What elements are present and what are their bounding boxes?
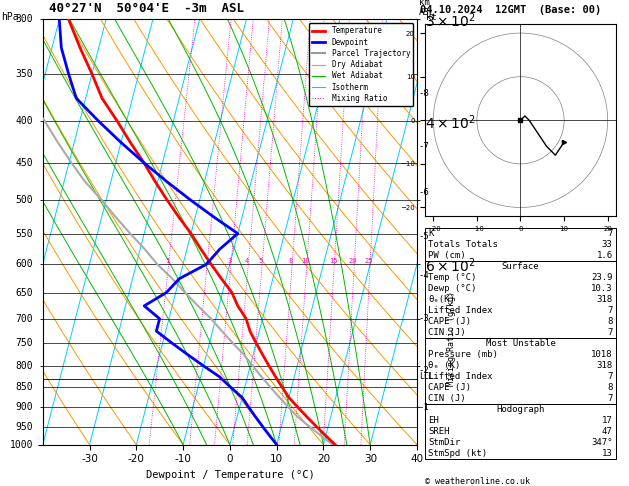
Text: 800: 800: [16, 361, 33, 371]
Text: 2: 2: [204, 258, 208, 264]
Text: θₑ(K): θₑ(K): [428, 295, 455, 304]
Text: 500: 500: [16, 195, 33, 205]
Text: 13: 13: [602, 449, 613, 458]
Text: 10.3: 10.3: [591, 284, 613, 294]
Text: 8: 8: [607, 383, 613, 392]
Text: 15: 15: [329, 258, 337, 264]
Text: 650: 650: [16, 288, 33, 297]
Text: 700: 700: [16, 313, 33, 324]
Text: 850: 850: [16, 382, 33, 392]
Text: 1.6: 1.6: [596, 251, 613, 260]
Text: Temp (°C): Temp (°C): [428, 274, 477, 282]
Text: 7: 7: [607, 229, 613, 239]
Legend: Temperature, Dewpoint, Parcel Trajectory, Dry Adiabat, Wet Adiabat, Isotherm, Mi: Temperature, Dewpoint, Parcel Trajectory…: [309, 23, 413, 106]
Text: 3: 3: [228, 258, 232, 264]
Text: 550: 550: [16, 228, 33, 239]
Text: Lifted Index: Lifted Index: [428, 306, 493, 315]
Text: CAPE (J): CAPE (J): [428, 317, 471, 327]
Text: 17: 17: [602, 417, 613, 425]
Text: Lifted Index: Lifted Index: [428, 372, 493, 382]
Text: hPa: hPa: [1, 12, 19, 22]
Text: EH: EH: [428, 417, 439, 425]
Text: 20: 20: [348, 258, 357, 264]
Text: 10: 10: [301, 258, 310, 264]
Text: Dewp (°C): Dewp (°C): [428, 284, 477, 294]
Text: StmSpd (kt): StmSpd (kt): [428, 449, 487, 458]
Text: Mixing Ratio (g/kg): Mixing Ratio (g/kg): [447, 291, 456, 386]
Text: 600: 600: [16, 259, 33, 269]
Bar: [425, 338, 616, 404]
Text: 47: 47: [602, 427, 613, 436]
Text: K: K: [428, 229, 434, 239]
Text: Hodograph: Hodograph: [496, 405, 545, 414]
Text: 04.10.2024  12GMT  (Base: 00): 04.10.2024 12GMT (Base: 00): [420, 4, 601, 15]
Text: -2: -2: [419, 366, 430, 375]
Text: -4: -4: [419, 271, 430, 280]
Text: -8: -8: [419, 89, 430, 98]
Text: © weatheronline.co.uk: © weatheronline.co.uk: [425, 477, 530, 486]
Text: -5: -5: [419, 232, 430, 241]
Text: 7: 7: [607, 329, 613, 337]
Text: SREH: SREH: [428, 427, 450, 436]
Text: 1: 1: [165, 258, 170, 264]
Text: 950: 950: [16, 421, 33, 432]
Text: 400: 400: [16, 116, 33, 126]
Text: θₑ (K): θₑ (K): [428, 361, 460, 370]
Text: 750: 750: [16, 338, 33, 348]
Text: 900: 900: [16, 402, 33, 413]
Text: 450: 450: [16, 157, 33, 168]
Text: PW (cm): PW (cm): [428, 251, 466, 260]
X-axis label: Dewpoint / Temperature (°C): Dewpoint / Temperature (°C): [145, 470, 314, 480]
Text: 40°27'N  50°04'E  -3m  ASL: 40°27'N 50°04'E -3m ASL: [49, 1, 244, 15]
Text: 5: 5: [259, 258, 263, 264]
Text: CIN (J): CIN (J): [428, 394, 466, 403]
Text: 318: 318: [596, 295, 613, 304]
Text: 300: 300: [16, 15, 33, 24]
Text: 1000: 1000: [10, 440, 33, 450]
Text: -6: -6: [419, 188, 430, 197]
Text: CAPE (J): CAPE (J): [428, 383, 471, 392]
Text: 8: 8: [289, 258, 293, 264]
Text: Pressure (mb): Pressure (mb): [428, 350, 498, 359]
Bar: [425, 404, 616, 459]
Text: 7: 7: [607, 394, 613, 403]
Text: 347°: 347°: [591, 438, 613, 447]
Text: 7: 7: [607, 372, 613, 382]
Bar: [425, 261, 616, 338]
Text: Totals Totals: Totals Totals: [428, 241, 498, 249]
Text: kt: kt: [426, 14, 437, 22]
Text: km
ASL: km ASL: [419, 0, 435, 17]
Text: Most Unstable: Most Unstable: [486, 339, 555, 348]
Text: -7: -7: [419, 142, 430, 151]
Text: -3: -3: [419, 314, 430, 323]
Text: 318: 318: [596, 361, 613, 370]
Text: 1018: 1018: [591, 350, 613, 359]
Text: LCL: LCL: [419, 372, 434, 381]
Text: 23.9: 23.9: [591, 274, 613, 282]
Text: StmDir: StmDir: [428, 438, 460, 447]
Text: 8: 8: [607, 317, 613, 327]
Text: 4: 4: [245, 258, 249, 264]
Text: 350: 350: [16, 69, 33, 79]
Text: 33: 33: [602, 241, 613, 249]
Text: CIN (J): CIN (J): [428, 329, 466, 337]
Text: Surface: Surface: [502, 262, 539, 271]
Bar: [425, 228, 616, 261]
Text: 25: 25: [364, 258, 373, 264]
Text: 7: 7: [607, 306, 613, 315]
Text: -1: -1: [419, 403, 430, 412]
